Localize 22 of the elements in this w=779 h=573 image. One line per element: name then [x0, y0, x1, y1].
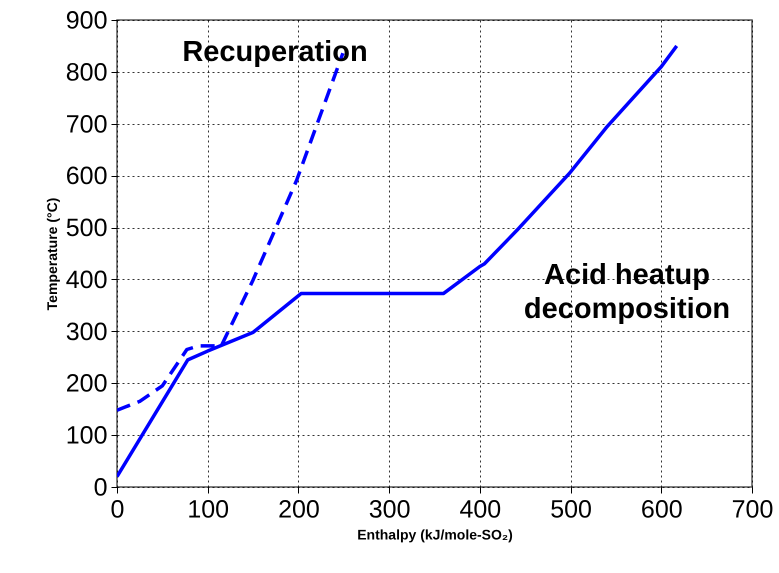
y-tick-label: 800	[66, 58, 108, 86]
x-tick-label: 200	[278, 496, 320, 524]
y-tick-label: 500	[66, 214, 108, 242]
y-tick-label: 100	[66, 422, 108, 450]
y-tick-label: 600	[66, 162, 108, 190]
y-tick-label: 900	[66, 6, 108, 34]
y-axis-title: Temperature (°C)	[44, 198, 60, 310]
y-tick-label: 200	[66, 370, 108, 398]
x-axis-title: Enthalpy (kJ/mole-SO₂)	[357, 526, 513, 542]
x-tick-label: 400	[460, 496, 502, 524]
annotation: Recuperation	[182, 36, 368, 68]
x-tick-label: 100	[187, 496, 230, 524]
x-tick-label: 600	[640, 496, 683, 524]
x-tick-label: 300	[368, 496, 410, 524]
annotation: Acid heatup decomposition	[524, 259, 730, 325]
y-tick-label: 400	[66, 266, 108, 294]
x-tick-label: 500	[550, 496, 592, 524]
y-tick-label: 700	[66, 110, 108, 138]
x-tick-label: 0	[110, 496, 124, 524]
x-tick-label: 700	[732, 496, 774, 524]
y-tick-label: 0	[94, 474, 108, 502]
y-tick-label: 300	[66, 318, 108, 346]
